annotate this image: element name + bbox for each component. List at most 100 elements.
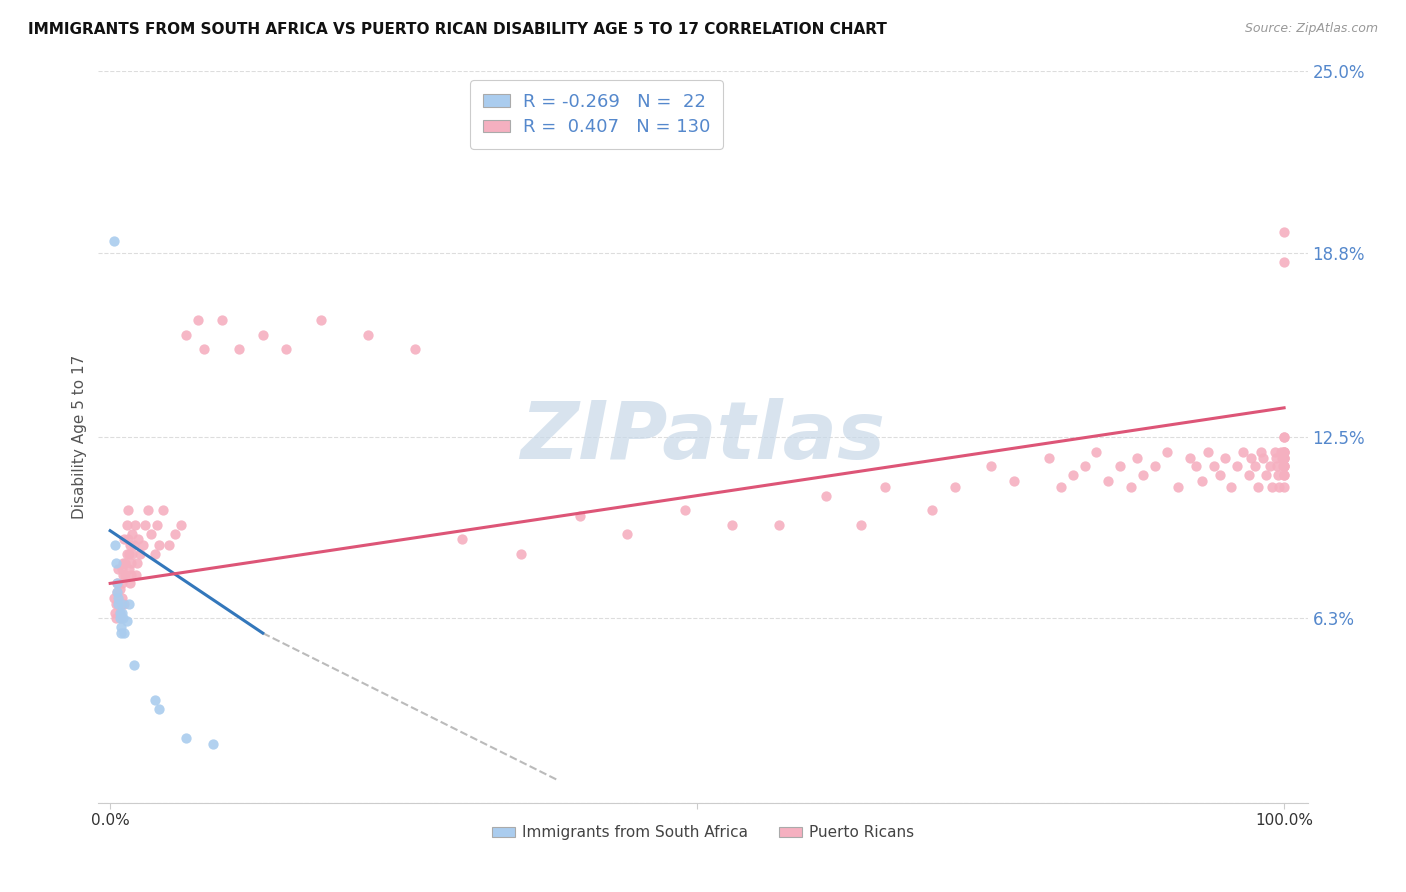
Point <box>451 533 474 547</box>
Point <box>945 480 967 494</box>
Point <box>105 576 128 591</box>
Point <box>105 576 128 591</box>
Point <box>357 327 380 342</box>
Point <box>108 606 131 620</box>
Point <box>1272 459 1295 474</box>
Point <box>1258 459 1281 474</box>
Point <box>721 517 744 532</box>
Point <box>1272 444 1295 458</box>
Point <box>1243 459 1265 474</box>
Point <box>1247 480 1270 494</box>
Point <box>404 343 426 357</box>
Point <box>568 509 591 524</box>
Point <box>1097 474 1119 488</box>
Point <box>921 503 943 517</box>
Point <box>1272 254 1295 268</box>
Point <box>108 582 131 597</box>
Point <box>105 611 128 625</box>
Point <box>1272 468 1295 483</box>
Point <box>276 343 298 357</box>
Point <box>1156 444 1178 458</box>
Point <box>114 556 136 570</box>
Point <box>1226 459 1249 474</box>
Point <box>104 538 127 552</box>
Point <box>112 626 135 640</box>
Point <box>105 585 128 599</box>
Point <box>115 517 138 532</box>
Point <box>1232 444 1254 458</box>
Point <box>111 562 134 576</box>
Point <box>148 702 170 716</box>
Point <box>510 547 533 561</box>
Point <box>1085 444 1108 458</box>
Point <box>110 620 132 634</box>
Point <box>112 556 135 570</box>
Point <box>146 517 169 532</box>
Point <box>111 576 134 591</box>
Point <box>1197 444 1219 458</box>
Point <box>616 526 638 541</box>
Point <box>120 538 142 552</box>
Point <box>673 503 696 517</box>
Point <box>176 731 198 746</box>
Point <box>1272 480 1295 494</box>
Point <box>136 503 159 517</box>
Point <box>228 343 250 357</box>
Point <box>1271 450 1294 465</box>
Point <box>1272 459 1295 474</box>
Point <box>121 526 143 541</box>
Point <box>115 547 138 561</box>
Point <box>111 591 134 605</box>
Point <box>1143 459 1166 474</box>
Point <box>311 313 333 327</box>
Y-axis label: Disability Age 5 to 17: Disability Age 5 to 17 <box>72 355 87 519</box>
Point <box>111 597 134 611</box>
Legend: Immigrants from South Africa, Puerto Ricans: Immigrants from South Africa, Puerto Ric… <box>485 819 921 847</box>
Point <box>1268 480 1291 494</box>
Point <box>103 591 125 605</box>
Point <box>873 480 896 494</box>
Point <box>1272 444 1295 458</box>
Point <box>107 597 129 611</box>
Point <box>125 567 148 582</box>
Point <box>252 327 274 342</box>
Point <box>118 597 141 611</box>
Point <box>107 597 129 611</box>
Point <box>105 585 128 599</box>
Point <box>128 547 150 561</box>
Point <box>108 611 131 625</box>
Point <box>980 459 1002 474</box>
Point <box>1272 225 1295 239</box>
Point <box>1220 480 1243 494</box>
Point <box>1272 450 1295 465</box>
Point <box>122 658 145 673</box>
Point <box>1202 459 1225 474</box>
Point <box>1180 450 1202 465</box>
Point <box>120 556 142 570</box>
Point <box>104 606 127 620</box>
Point <box>1272 450 1295 465</box>
Point <box>122 538 145 552</box>
Point <box>1121 480 1143 494</box>
Point <box>1267 468 1289 483</box>
Point <box>187 313 209 327</box>
Point <box>176 327 198 342</box>
Point <box>1002 474 1025 488</box>
Point <box>211 313 233 327</box>
Point <box>148 538 170 552</box>
Point <box>157 538 180 552</box>
Point <box>1265 459 1288 474</box>
Point <box>114 567 136 582</box>
Point <box>1185 459 1208 474</box>
Point <box>108 606 131 620</box>
Point <box>111 606 134 620</box>
Point <box>127 533 149 547</box>
Point <box>120 567 142 582</box>
Point <box>120 576 142 591</box>
Point <box>107 562 129 576</box>
Point <box>1272 444 1295 458</box>
Point <box>1256 468 1278 483</box>
Point <box>1272 450 1295 465</box>
Point <box>1270 444 1292 458</box>
Point <box>1237 468 1260 483</box>
